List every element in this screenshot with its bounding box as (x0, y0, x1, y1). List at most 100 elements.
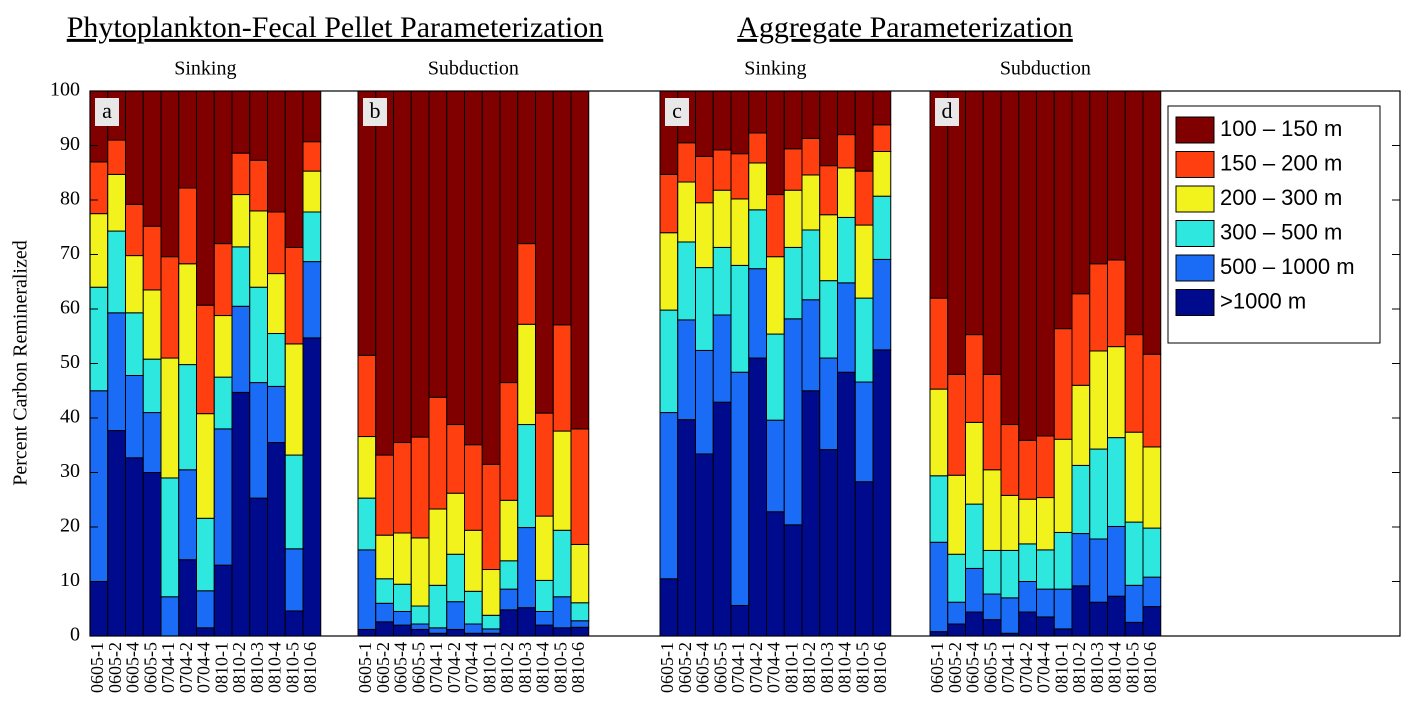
bar-segment (393, 532, 412, 585)
bar-segment (231, 391, 251, 637)
bar-segment (284, 548, 304, 612)
x-tick-label: 0810-4 (835, 642, 855, 693)
bar-segment (535, 515, 554, 581)
bar-segment (552, 430, 572, 531)
x-tick-label: 0605-1 (927, 642, 947, 693)
x-tick-label: 0605-5 (710, 642, 730, 693)
y-tick-label: 30 (60, 460, 80, 482)
x-tick-label: 0704-2 (176, 642, 196, 693)
bar-segment (677, 142, 696, 183)
bar-segment (517, 424, 536, 529)
bar-segment (249, 159, 268, 212)
bar-segment (748, 209, 767, 270)
bar-segment (464, 444, 483, 531)
legend-swatch (1175, 116, 1215, 144)
bar-segment (929, 475, 949, 543)
bar-segment (1142, 576, 1162, 608)
x-tick-label: 0810-2 (229, 642, 249, 693)
bar-segment (854, 297, 874, 383)
bar-segment (464, 623, 483, 634)
bar-segment (819, 357, 838, 451)
legend-swatch (1175, 289, 1215, 316)
bar-segment (947, 373, 966, 476)
bar-segment (428, 627, 448, 634)
x-tick-label: 0605-2 (105, 642, 125, 693)
bar-segment (160, 477, 180, 598)
bar-segment (1000, 597, 1020, 634)
bar-segment (947, 623, 966, 637)
bar-segment (854, 170, 874, 226)
bar-segment (1071, 533, 1091, 587)
bar-segment (1124, 431, 1144, 523)
x-tick-label: 0605-5 (140, 642, 160, 693)
bar-segment (249, 210, 268, 288)
bar-segment (854, 224, 874, 299)
bar-segment (1089, 90, 1108, 265)
bar-segment (535, 412, 554, 517)
bar-segment (428, 90, 448, 398)
y-tick-label: 10 (60, 569, 80, 591)
legend-swatch (1175, 254, 1215, 282)
bar-segment (267, 90, 286, 213)
bar-segment (695, 202, 714, 269)
bar-segment (837, 167, 856, 218)
bar-segment (178, 90, 197, 189)
bar-segment (178, 187, 197, 265)
bar-segment (464, 590, 483, 625)
heading: Phytoplankton-Fecal Pellet Parameterizat… (67, 11, 604, 44)
bar-segment (357, 354, 377, 438)
bar-segment (410, 90, 430, 438)
bar-segment (659, 232, 679, 311)
bar-segment (499, 588, 519, 611)
bar-segment (410, 537, 430, 607)
bar-segment (231, 305, 251, 393)
bar-segment (213, 376, 233, 430)
bar-segment (783, 318, 803, 526)
bar-segment (284, 343, 304, 456)
bar-segment (947, 601, 966, 625)
y-tick-label: 100 (50, 79, 80, 101)
bar-segment (929, 388, 949, 477)
bar-segment (160, 256, 180, 359)
bar-segment (302, 337, 322, 637)
bar-segment (1142, 446, 1162, 529)
bar-segment (178, 559, 197, 637)
x-tick-label: 0704-4 (194, 642, 214, 693)
bar-segment (125, 255, 144, 314)
bar-segment (142, 412, 162, 473)
bar-segment (393, 610, 412, 626)
bar-segment (302, 90, 322, 143)
x-tick-label: 0810-3 (1087, 642, 1107, 693)
bar-segment (783, 148, 803, 191)
bar-segment (196, 517, 215, 592)
bar-segment (929, 631, 949, 637)
x-tick-label: 0605-2 (373, 642, 393, 693)
bar-segment (1089, 263, 1108, 352)
bar-segment (393, 583, 412, 612)
legend-label: 500 – 1000 m (1220, 254, 1355, 279)
bar-segment (125, 90, 144, 205)
bar-segment (766, 256, 785, 335)
bar-segment (965, 611, 984, 637)
bar-segment (730, 264, 750, 373)
x-tick-label: 0605-1 (87, 642, 107, 693)
bar-segment (196, 413, 215, 519)
bar-segment (481, 463, 501, 571)
x-tick-label: 0810-6 (870, 642, 890, 693)
bar-segment (1107, 437, 1126, 527)
bar-segment (375, 602, 394, 623)
bar-segment (695, 90, 714, 157)
bar-segment (284, 610, 304, 637)
bar-segment (1107, 595, 1126, 637)
bar-segment (1071, 585, 1091, 637)
bar-segment (766, 90, 785, 196)
bar-segment (357, 90, 377, 356)
bar-segment (464, 529, 483, 592)
bar-segment (712, 149, 732, 191)
bar-segment (570, 620, 590, 628)
x-tick-label: 0810-6 (300, 642, 320, 693)
bar-segment (196, 590, 215, 629)
bar-segment (766, 194, 785, 258)
bar-segment (375, 454, 394, 536)
